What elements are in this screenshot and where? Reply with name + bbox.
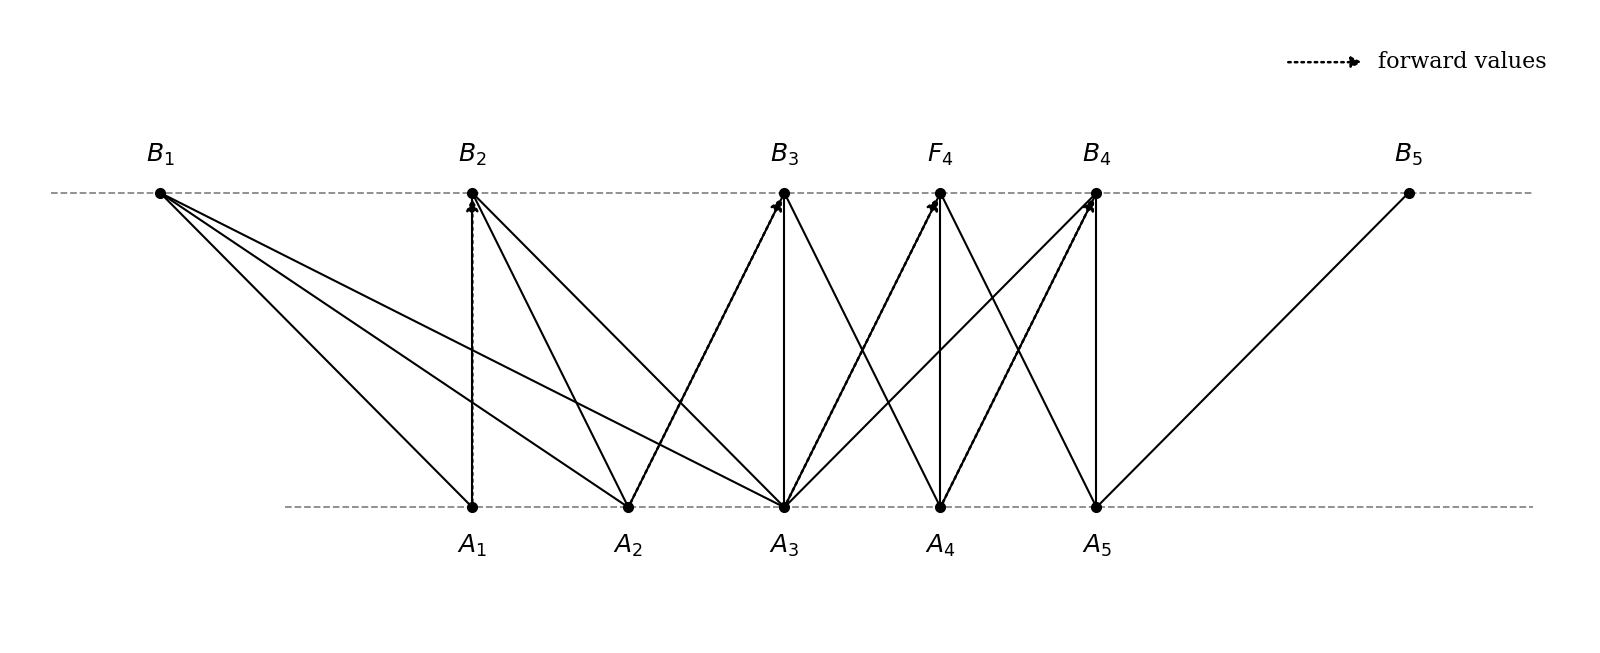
FancyArrowPatch shape [1288,57,1360,67]
Text: $F_{4}$: $F_{4}$ [926,142,954,168]
FancyArrowPatch shape [787,200,936,502]
Text: $B_{4}$: $B_{4}$ [1082,142,1110,168]
Text: $B_{5}$: $B_{5}$ [1394,142,1422,168]
Text: $A_{4}$: $A_{4}$ [925,532,955,559]
Text: $A_{3}$: $A_{3}$ [770,532,800,559]
FancyArrowPatch shape [467,201,477,502]
FancyArrowPatch shape [942,200,1093,502]
FancyArrowPatch shape [630,200,781,502]
Text: $B_{1}$: $B_{1}$ [146,142,174,168]
Text: $A_{1}$: $A_{1}$ [458,532,488,559]
Text: forward values: forward values [1378,51,1546,73]
Text: $A_{5}$: $A_{5}$ [1082,532,1112,559]
Text: $A_{2}$: $A_{2}$ [613,532,643,559]
Text: $B_{2}$: $B_{2}$ [458,142,486,168]
Text: $B_{3}$: $B_{3}$ [770,142,798,168]
